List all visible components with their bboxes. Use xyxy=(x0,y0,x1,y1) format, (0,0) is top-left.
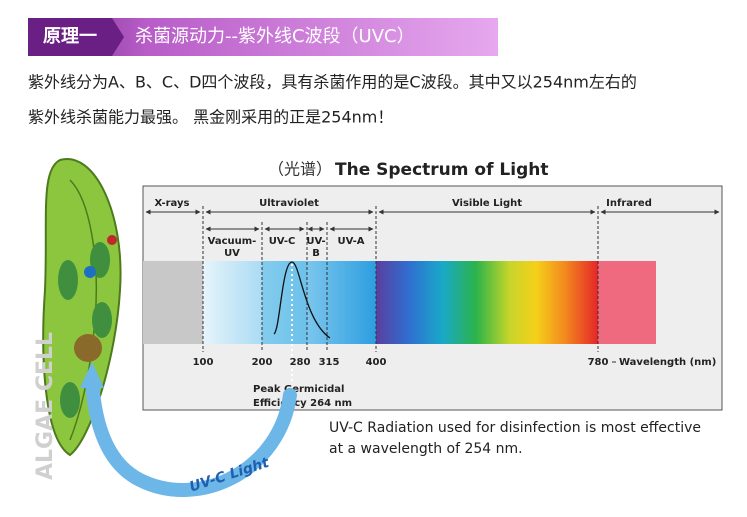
chloroplast xyxy=(60,382,80,418)
header-label: 原理一 xyxy=(43,26,97,47)
header-title: 杀菌源动力--紫外线C波段（UVC） xyxy=(135,26,415,47)
figure-title-cn: （光谱） xyxy=(268,160,332,179)
tick-label: 200 xyxy=(252,357,273,368)
tick-label: 315 xyxy=(319,357,340,368)
tick-label: 280 xyxy=(290,357,311,368)
light-label: UV-C Light xyxy=(188,454,273,495)
intro-line: 紫外线分为A、B、C、D四个波段，具有杀菌作用的是C波段。其中又以254nm左右… xyxy=(28,73,637,92)
band-label: Infrared xyxy=(606,198,652,209)
figure-title: The Spectrum of Light xyxy=(335,160,548,180)
peak-label: Peak Germicidal xyxy=(253,384,344,395)
tick-label: 100 xyxy=(193,357,214,368)
tick-label: 400 xyxy=(366,357,387,368)
caption: at a wavelength of 254 nm. xyxy=(329,441,523,457)
intro-line: 紫外线杀菌能力最强。 黑金刚采用的正是254nm！ xyxy=(28,108,393,127)
chloroplast xyxy=(58,260,78,300)
caption: UV-C Radiation used for disinfection is … xyxy=(329,420,701,436)
axis-label: Wavelength (nm) xyxy=(619,357,716,368)
tick-label: 780 xyxy=(588,357,609,368)
eyespot xyxy=(107,235,117,245)
chloroplast xyxy=(92,302,112,338)
band-label: Visible Light xyxy=(452,198,522,209)
uv-light-arrow xyxy=(80,362,104,388)
organelle xyxy=(84,266,96,278)
uv-band-label: UV xyxy=(224,248,240,259)
uv-light-beam xyxy=(85,373,297,497)
infrared-region xyxy=(598,261,656,344)
band-arrows xyxy=(145,209,720,232)
uv-band-label: UV-A xyxy=(337,236,364,247)
uvc-region xyxy=(262,261,307,344)
visible-region xyxy=(376,261,598,344)
band-label: Ultraviolet xyxy=(259,198,319,209)
division-lines xyxy=(202,206,599,352)
band-label: X-rays xyxy=(155,198,190,209)
uv-band-label: B xyxy=(312,248,320,259)
germicidal-curve xyxy=(273,261,331,339)
peak-label: Efficiency 264 nm xyxy=(253,398,352,409)
nucleus xyxy=(74,334,102,362)
uv-band-label: Vacuum- xyxy=(208,236,257,247)
algae-cell xyxy=(42,157,122,457)
header-label-box xyxy=(28,18,124,56)
xray-region xyxy=(143,261,203,344)
uv-band-label: UV-C xyxy=(269,236,296,247)
uv-band-label: UV- xyxy=(306,236,325,247)
cell-label: ALGAE CELL xyxy=(33,332,58,480)
